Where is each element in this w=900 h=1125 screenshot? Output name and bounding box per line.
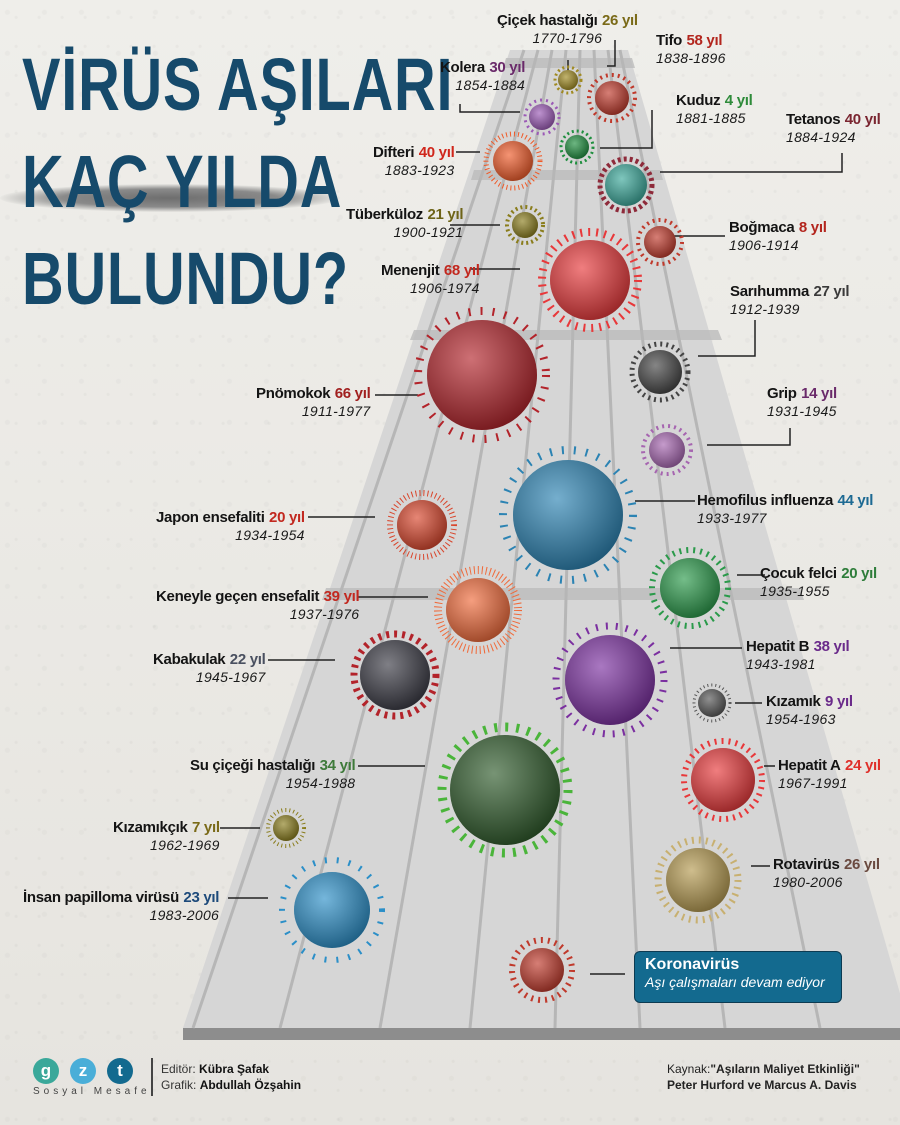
source-citation: Kaynak:"Aşıların Maliyet Etkinliği" Pete… [667, 1062, 860, 1092]
title-brush-stroke [0, 184, 340, 212]
label-insan-papilloma-virusu: İnsan papilloma virüsü 23 yıl 1983-2006 [23, 889, 220, 923]
label-bogmaca: Boğmaca 8 yıl 1906-1914 [729, 219, 827, 253]
title-line-2: KAÇ YILDA [22, 140, 343, 223]
label-kabakulak: Kabakulak 22 yıl 1945-1967 [153, 651, 266, 685]
label-pnomokok: Pnömokok 66 yıl 1911-1977 [256, 385, 371, 419]
logo-letter-g: g [33, 1058, 59, 1084]
label-keneyle-gecen-ensefalit: Keneyle geçen ensefalit 39 yıl 1937-1976 [156, 588, 360, 622]
label-hemofilus-influenza: Hemofilus influenza 44 yıl 1933-1977 [697, 492, 874, 526]
label-difteri: Difteri 40 yıl 1883-1923 [373, 144, 455, 178]
label-tifo: Tifo 58 yıl 1838-1896 [656, 32, 726, 66]
virus-icons [266, 65, 765, 1003]
footer-divider [151, 1058, 153, 1096]
label-kuduz: Kuduz 4 yıl 1881-1885 [676, 92, 753, 126]
logo-letter-t: t [107, 1058, 133, 1084]
label-kolera: Kolera 30 yıl 1854-1884 [440, 59, 526, 93]
page-title: VİRÜS AŞILARI KAÇ YILDA BULUNDU? [22, 36, 453, 327]
label-hepatit-a: Hepatit A 24 yıl 1967-1991 [778, 757, 881, 791]
logo-letter-z: z [70, 1058, 96, 1084]
coronavirus-callout: Koronavirüs Aşı çalışmaları devam ediyor [634, 951, 842, 1003]
label-rotavirus: Rotavirüs 26 yıl 1980-2006 [773, 856, 880, 890]
title-line-1: VİRÜS AŞILARI [22, 43, 454, 126]
label-menenjit: Menenjit 68 yıl 1906-1974 [381, 262, 480, 296]
label-japon-ensefaliti: Japon ensefaliti 20 yıl 1934-1954 [156, 509, 305, 543]
label-tetanos: Tetanos 40 yıl 1884-1924 [786, 111, 881, 145]
label-cocuk-felci: Çocuk felci 20 yıl 1935-1955 [760, 565, 877, 599]
label-cicek-hastaligi: Çiçek hastalığı 26 yıl 1770-1796 [497, 12, 638, 46]
label-su-cicegi-hastaligi: Su çiçeği hastalığı 34 yıl 1954-1988 [190, 757, 356, 791]
label-sarihumma: Sarıhumma 27 yıl 1912-1939 [730, 283, 850, 317]
label-kizamik: Kızamık 9 yıl 1954-1963 [766, 693, 853, 727]
label-grip: Grip 14 yıl 1931-1945 [767, 385, 837, 419]
title-line-3: BULUNDU? [22, 237, 349, 320]
credits: Editör: Kübra Şafak Grafik: Abdullah Özş… [161, 1062, 302, 1092]
label-kizamikcik: Kızamıkçık 7 yıl 1962-1969 [113, 819, 220, 853]
label-hepatit-b: Hepatit B 38 yıl 1943-1981 [746, 638, 850, 672]
logo-subtitle: Sosyal Mesafe [33, 1086, 151, 1097]
label-tuberkuloz: Tüberküloz 21 yıl 1900-1921 [346, 206, 464, 240]
